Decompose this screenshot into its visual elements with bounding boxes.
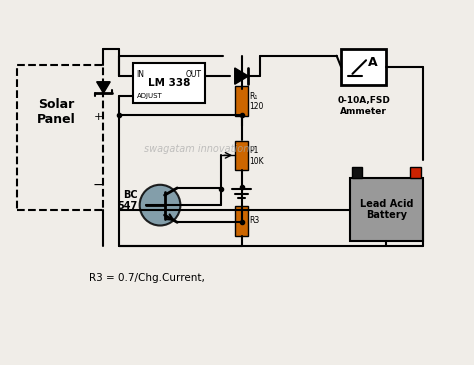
Text: A: A [368,56,378,69]
Text: LM 338: LM 338 [148,78,190,88]
Text: Lead Acid
Battery: Lead Acid Battery [360,199,413,220]
Text: −: − [92,178,104,192]
FancyBboxPatch shape [350,178,423,241]
FancyBboxPatch shape [341,49,386,85]
FancyBboxPatch shape [352,167,363,178]
Text: 10K: 10K [250,157,264,166]
Text: R3: R3 [250,216,260,226]
Text: Solar
Panel: Solar Panel [36,98,75,126]
FancyBboxPatch shape [410,167,421,178]
Polygon shape [97,82,110,93]
Text: swagatam innovations.: swagatam innovations. [144,143,257,154]
FancyBboxPatch shape [133,62,205,103]
Text: 120: 120 [250,102,264,111]
Text: R₁: R₁ [250,92,258,101]
Polygon shape [235,68,248,84]
Circle shape [140,185,181,226]
Text: BC
547: BC 547 [117,190,137,211]
Text: OUT: OUT [186,70,201,79]
Text: 0-10A,FSD
Ammeter: 0-10A,FSD Ammeter [337,96,390,116]
Text: +: + [93,112,103,122]
Text: ADJUST: ADJUST [137,93,162,100]
Text: P1: P1 [250,146,259,155]
Text: R3 = 0.7/Chg.Current,: R3 = 0.7/Chg.Current, [89,273,204,283]
FancyBboxPatch shape [235,86,248,116]
Text: IN: IN [137,70,145,79]
FancyBboxPatch shape [235,141,248,170]
FancyBboxPatch shape [235,206,248,236]
